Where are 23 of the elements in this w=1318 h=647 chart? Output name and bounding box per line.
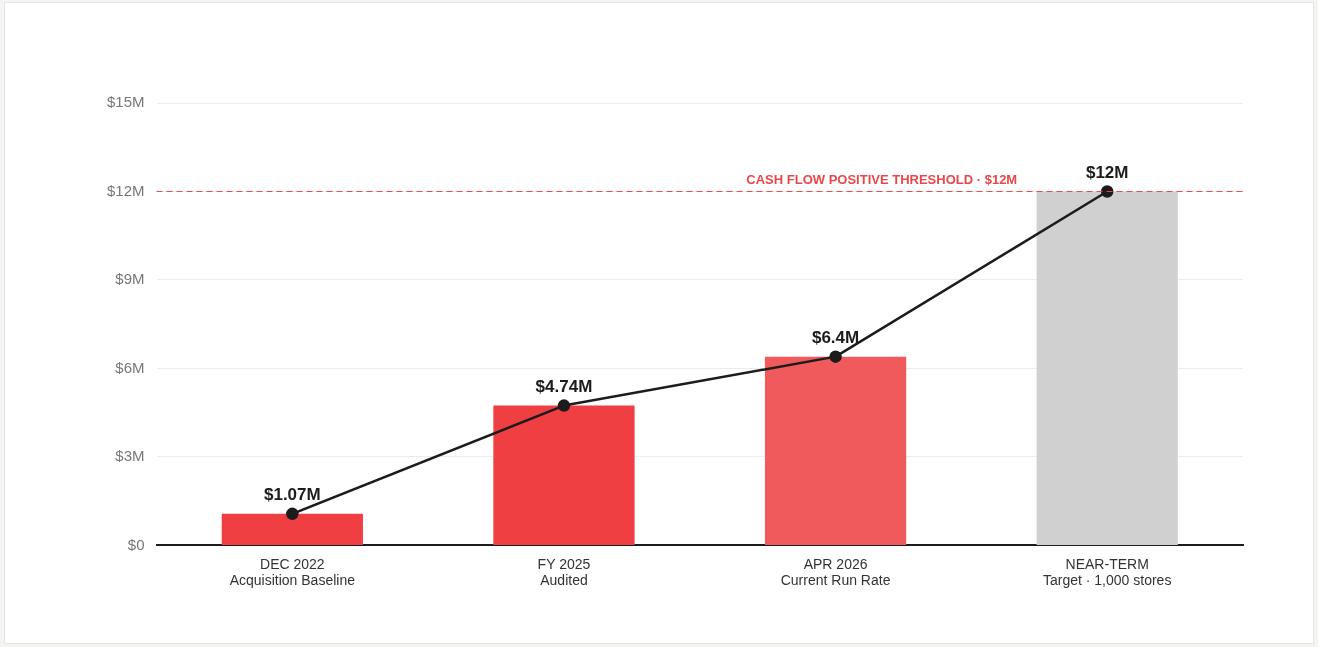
data-label: $1.07M bbox=[263, 485, 321, 505]
bar bbox=[764, 356, 907, 545]
x-tick-label: DEC 2022 Acquisition Baseline bbox=[229, 555, 356, 589]
y-tick-label: $9M bbox=[115, 270, 145, 288]
y-tick-label: $6M bbox=[115, 358, 145, 376]
point bbox=[1100, 185, 1114, 198]
bar bbox=[1036, 191, 1178, 545]
x-tick-label: NEAR-TERM Target · 1,000 stores bbox=[1042, 555, 1172, 589]
y-tick-label: $0 bbox=[127, 535, 145, 553]
ref-line-label: CASH FLOW POSITIVE THRESHOLD · $12M bbox=[746, 171, 1018, 187]
point bbox=[286, 507, 299, 521]
x-tick-label: APR 2026 Current Run Rate bbox=[780, 555, 891, 589]
point bbox=[829, 350, 842, 363]
y-tick-label: $3M bbox=[115, 447, 145, 465]
bar bbox=[493, 405, 635, 545]
x-tick-label: FY 2025 Audited bbox=[537, 555, 591, 589]
y-tick-label: $12M bbox=[106, 181, 145, 199]
bar bbox=[221, 513, 363, 545]
data-label: $12M bbox=[1085, 162, 1129, 182]
data-label: $4.74M bbox=[535, 376, 593, 396]
point bbox=[557, 399, 571, 412]
y-tick-label: $15M bbox=[106, 93, 145, 111]
data-label: $6.4M bbox=[811, 327, 860, 347]
